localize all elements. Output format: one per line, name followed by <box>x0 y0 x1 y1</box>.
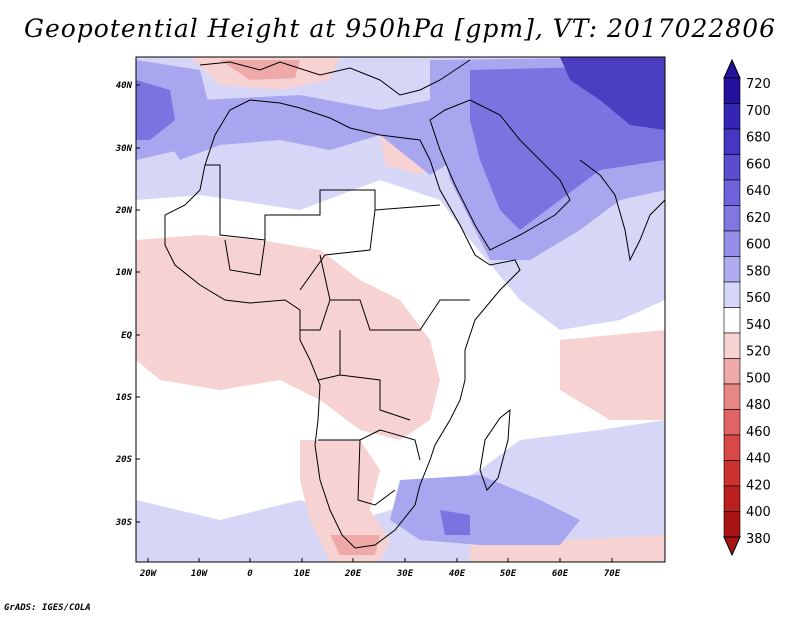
country-borders <box>205 164 470 506</box>
colorbar-swatch <box>723 460 741 487</box>
colorbar-swatch <box>723 256 741 283</box>
lat-label: 20S <box>115 455 133 465</box>
africa-coastline <box>164 99 521 549</box>
colorbar-swatch <box>723 230 741 257</box>
colorbar-label: 460 <box>746 425 771 440</box>
colorbar-swatch <box>723 358 741 385</box>
longitude-labels: 20W 10W 0 10E 20E 30E 40E 50E 60E 70E <box>139 569 621 579</box>
lat-label: 30S <box>115 518 133 528</box>
colorbar-label: 560 <box>746 291 771 306</box>
latitude-labels: 40N 30N 20N 10N EQ 10S 20S 30S <box>115 81 133 528</box>
lon-label: 30E <box>396 569 414 579</box>
colorbar-swatch <box>723 383 741 410</box>
colorbar-label: 720 <box>746 77 771 92</box>
colorbar-label: 440 <box>746 452 771 467</box>
grads-credit: GrADS: IGES/COLA <box>4 603 91 613</box>
field-pale-red-bottom <box>470 535 665 562</box>
europe-coastline <box>199 59 471 96</box>
lon-label: 20W <box>139 569 158 579</box>
colorbar-swatch <box>723 205 741 232</box>
field-light-red-sa <box>330 535 380 555</box>
colorbar-swatch <box>723 409 741 436</box>
plot-frame <box>135 56 666 563</box>
colorbar-swatch <box>723 154 741 181</box>
lon-label: 60E <box>552 569 569 579</box>
field-pale-red-south <box>300 440 390 562</box>
colorbar-swatch <box>723 332 741 359</box>
colorbar-label: 680 <box>746 131 771 146</box>
colorbar-swatch <box>723 511 741 538</box>
india-coastline <box>579 159 665 262</box>
lon-label: 40E <box>449 569 466 579</box>
colorbar-label: 660 <box>746 157 771 172</box>
colorbar-swatch <box>723 434 741 461</box>
field-light-blue-indian <box>390 475 580 545</box>
colorbar-label: 520 <box>746 345 771 360</box>
colorbar-label: 400 <box>746 505 771 520</box>
axis-ticks <box>136 84 613 562</box>
lon-label: 0 <box>247 569 253 579</box>
field-pale-red-west <box>136 235 440 440</box>
lon-label: 50E <box>500 569 517 579</box>
lat-label: 10S <box>116 393 133 403</box>
colorbar-label: 420 <box>746 478 771 493</box>
colorbar-label: 700 <box>746 104 771 119</box>
colorbar-top-arrow <box>723 58 741 79</box>
colorbar-swatch <box>723 281 741 308</box>
field-mid-blue-south <box>440 510 470 535</box>
colorbar: 720 700 680 660 640 620 600 580 560 540 520 500 480 4… <box>723 58 771 557</box>
colorbar-label: 500 <box>746 371 771 386</box>
lat-label: 30N <box>115 144 133 154</box>
colorbar-label: 600 <box>746 238 771 253</box>
colorbar-swatch <box>723 103 741 130</box>
lat-label: 40N <box>116 81 133 91</box>
coastlines <box>164 59 665 549</box>
field-mid-blue-atlantic <box>136 80 175 140</box>
lat-label: EQ <box>121 331 132 341</box>
arabia-coastline <box>429 99 571 251</box>
plot-title: Geopotential Height at 950hPa [gpm], VT:… <box>23 14 777 43</box>
field-light-blue-sahara <box>160 90 470 175</box>
lon-label: 10W <box>191 569 209 579</box>
height-field <box>136 57 665 562</box>
colorbar-bottom-arrow <box>723 536 741 557</box>
colorbar-label: 620 <box>746 211 771 226</box>
lon-label: 20E <box>344 569 362 579</box>
lon-label: 10E <box>294 569 311 579</box>
colorbar-label: 540 <box>746 318 771 333</box>
colorbar-label: 380 <box>746 532 771 547</box>
field-deep-blue-asia <box>560 57 665 130</box>
colorbar-label: 480 <box>746 398 771 413</box>
lat-label: 10N <box>116 268 133 278</box>
colorbar-swatch <box>723 77 741 104</box>
lat-label: 20N <box>115 206 133 216</box>
colorbar-swatch <box>723 485 741 512</box>
field-pale-red-east <box>560 330 665 420</box>
colorbar-swatch <box>723 307 741 334</box>
colorbar-label: 640 <box>746 184 771 199</box>
colorbar-swatch <box>723 179 741 206</box>
madagascar-coastline <box>479 408 511 491</box>
colorbar-swatch <box>723 128 741 155</box>
colorbar-label: 580 <box>746 264 771 279</box>
lon-label: 70E <box>604 569 621 579</box>
